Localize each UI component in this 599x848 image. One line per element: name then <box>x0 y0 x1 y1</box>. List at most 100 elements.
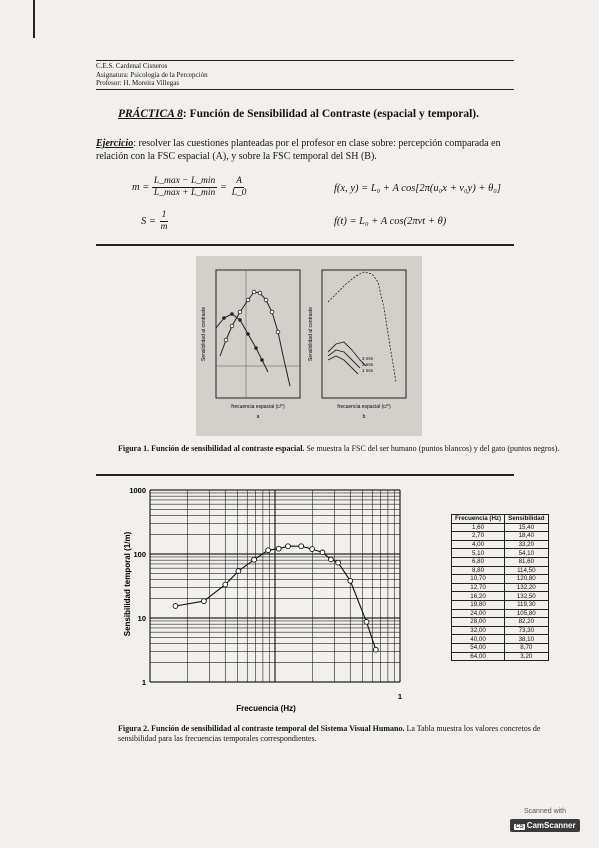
page-edge-mark <box>33 0 35 38</box>
exercise-label: Ejercicio <box>96 138 134 149</box>
table-cell-sensitivity: 132,20 <box>504 582 549 593</box>
figure1-left-ylabel: Sensibilidad al contraste <box>201 307 207 361</box>
figure1-left-panel-letter: a <box>257 414 260 420</box>
formula-s-denominator: m <box>160 222 168 232</box>
figure2-ytick-100: 100 <box>133 550 146 559</box>
section-rule-2 <box>96 474 514 476</box>
figure2-caption: Figura 2. Función de sensibilidad al con… <box>118 724 580 744</box>
camscanner-watermark: Scanned with CS CamScanner <box>500 808 590 840</box>
figure2-data-point <box>363 619 370 625</box>
table-cell-sensitivity: 33,20 <box>504 539 549 550</box>
table-header-row: Frecuencia (Hz) Sensibilidad <box>450 514 549 524</box>
table-cell-sensitivity: 120,80 <box>504 574 549 584</box>
table-cell-frequency: 6,80 <box>450 556 506 567</box>
watermark-brand: CS CamScanner <box>510 819 580 832</box>
figure1-caption: Figura 1. Función de sensibilidad al con… <box>118 444 580 454</box>
table-row: 16,20 132,50 <box>450 591 549 601</box>
figure2-data-point <box>347 577 354 584</box>
figure2-data-point <box>298 543 305 550</box>
header-line-professor: Profesor: H. Moreira Villegas <box>96 79 180 87</box>
formula-m-denominator: L_max + L_min <box>153 188 216 198</box>
table-row: 64,00 3,20 <box>450 651 549 662</box>
figure2-ytick-1: 1 <box>142 678 146 687</box>
formula-s-lhs: S = <box>141 215 156 227</box>
practice-label: PRÁCTICA 8 <box>118 108 183 120</box>
table-cell-frequency: 10,70 <box>450 574 506 584</box>
figure2-ytick-1000: 1000 <box>129 486 146 495</box>
table-cell-frequency: 28,00 <box>450 617 506 627</box>
figure1-curve-label-1mm: 1 mm <box>362 368 374 373</box>
figure1-left-panel: Sensibilidad al contraste frecuencia esp… <box>201 269 301 420</box>
figure2-data-point <box>335 559 341 566</box>
document-header: C.E.S. Cardenal Cisneros Asignatura: Psi… <box>96 62 208 88</box>
table-row: 1,60 15,40 <box>450 522 549 533</box>
formula-modulation: m = L_max − L_min L_max + L_min = A L_0 <box>132 176 248 199</box>
table-cell-sensitivity: 3,20 <box>504 651 549 662</box>
table-row: 4,00 33,20 <box>450 539 549 550</box>
section-rule-1 <box>96 244 514 246</box>
header-line-subject: Asignatura: Psicología de la Percepción <box>96 70 208 79</box>
figure1-caption-text: Se muestra la FSC del ser humano (puntos… <box>304 444 560 453</box>
table-cell-frequency: 5,10 <box>450 548 506 558</box>
table-row: 54,00 8,70 <box>450 642 549 653</box>
table-cell-sensitivity: 132,50 <box>504 591 549 601</box>
figure1-right-xlabel: frecuencia espacial (c/°) <box>337 404 391 410</box>
table-cell-frequency: 64,00 <box>450 651 506 662</box>
table-cell-frequency: 16,20 <box>450 591 506 601</box>
table-cell-sensitivity: 8,70 <box>504 642 549 653</box>
practice-title-text: : Función de Sensibilidad al Contraste (… <box>182 108 480 120</box>
table-cell-frequency: 2,70 <box>450 531 506 541</box>
figure1-image: Sensibilidad al contraste frecuencia esp… <box>196 256 422 436</box>
table-cell-frequency: 12,70 <box>450 582 506 593</box>
table-row: 6,80 81,60 <box>450 556 549 567</box>
figure1-curve-label-3mm: 3 mm <box>362 356 374 361</box>
table-cell-sensitivity: 15,40 <box>504 522 549 533</box>
table-cell-frequency: 4,00 <box>450 539 506 550</box>
table-cell-frequency: 24,00 <box>450 608 506 619</box>
table-cell-sensitivity: 38,10 <box>504 634 549 644</box>
figure2-data-point <box>285 543 291 550</box>
table-row: 28,00 82,20 <box>450 617 549 627</box>
figure2-data-point <box>172 603 179 609</box>
figure2-data-point <box>275 545 282 552</box>
figure2-grid <box>149 489 401 683</box>
table-body: 1,60 15,40 2,70 18,40 4,00 33,20 5,10 54,10 6,80… <box>450 522 549 662</box>
formula-spatial-grating: f(x, y) = L₀ + A cos[2π(u₀x + v₀y) + θ₀] <box>334 183 501 194</box>
formula-temporal-grating: f(t) = L₀ + A cos(2πνt + θ) <box>334 216 447 227</box>
table-cell-frequency: 32,00 <box>450 625 506 636</box>
table-cell-sensitivity: 105,80 <box>504 608 549 619</box>
practice-title: PRÁCTICA 8: Función de Sensibilidad al C… <box>118 108 479 120</box>
table-row: 19,80 119,30 <box>450 599 549 610</box>
table-cell-frequency: 19,80 <box>450 599 506 610</box>
table-cell-sensitivity: 18,40 <box>504 531 549 541</box>
watermark-brand-text: CamScanner <box>526 821 576 830</box>
formula-m-denominator-2: L_0 <box>231 188 247 198</box>
exercise-text: : resolver las cuestiones planteadas por… <box>96 138 501 162</box>
figure1-right-panel: 3 mm 2 mm 1 mm Sensibilidad al contraste… <box>308 269 407 420</box>
figure2-caption-text: La Tabla muestra los valores concretos d… <box>118 724 541 743</box>
formula-m-numerator-2: A <box>234 176 244 188</box>
figure2-series-line <box>175 545 377 650</box>
figure2-data-point <box>235 568 242 574</box>
table-row: 2,70 18,40 <box>450 531 549 541</box>
frequency-table: Frecuencia (Hz) Sensibilidad 1,60 15,40 2,… <box>450 514 549 662</box>
header-rule-bottom <box>96 89 514 90</box>
header-line-institution: C.E.S. Cardenal Cisneros <box>96 62 168 70</box>
watermark-scanned-with: Scanned with <box>523 808 567 815</box>
figure2-ylabel: Sensibilidad temporal (1/m) <box>123 531 132 636</box>
formula-s-numerator: 1 <box>159 210 169 222</box>
table-row: 12,70 132,20 <box>450 582 549 593</box>
figure1-left-xlabel: frecuencia espacial (c/°) <box>231 404 285 410</box>
figure2-data-point <box>319 549 326 556</box>
table-cell-sensitivity: 73,30 <box>504 625 549 636</box>
table-row: 40,00 38,10 <box>450 634 549 644</box>
figure2-series <box>172 543 379 653</box>
formula-m-numerator: L_max − L_min <box>151 176 218 188</box>
figure2-data-point <box>222 581 229 588</box>
figure1-right-ylabel: Sensibilidad al contraste <box>308 307 314 361</box>
table-cell-frequency: 54,00 <box>450 642 506 653</box>
figure2-data-point <box>265 547 271 554</box>
table-header-frequency: Frecuencia (Hz) <box>450 514 506 524</box>
